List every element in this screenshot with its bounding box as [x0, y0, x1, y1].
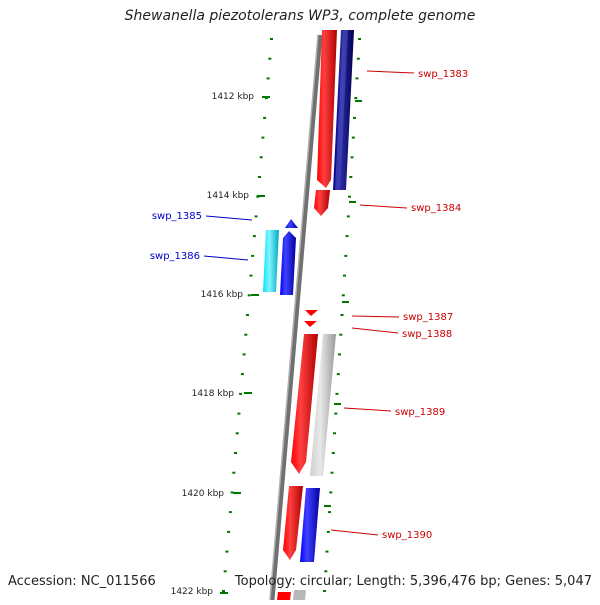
- ruler-dot: [261, 136, 265, 139]
- ruler-dot: [341, 294, 345, 297]
- scale-label: 1422 kbp: [171, 587, 214, 597]
- ruler-dot: [259, 156, 263, 159]
- cds-bottom-red: [277, 592, 291, 600]
- cds-swp-1388: [304, 321, 317, 327]
- ruler-dot: [325, 550, 329, 553]
- ruler-dot: [252, 235, 256, 238]
- genome-summary-text: Topology: circular; Length: 5,396,476 bp…: [234, 574, 592, 589]
- ruler-dot: [328, 511, 331, 514]
- right-ticks: [324, 100, 362, 507]
- ruler-dot: [225, 550, 229, 553]
- ruler-dot: [251, 254, 255, 257]
- ruler-dot: [344, 254, 348, 257]
- ruler-dot: [354, 97, 358, 100]
- cds-swp-1390: [283, 486, 303, 560]
- ruler-dot: [336, 373, 340, 376]
- ruler-dot: [266, 77, 270, 80]
- cds-swp-1390-partner: [300, 488, 320, 562]
- cds-swp-1389: [291, 334, 318, 474]
- backbone: [269, 34, 323, 601]
- gene-label-swp-1385[interactable]: swp_1385: [152, 211, 202, 222]
- ruler-dot: [353, 116, 356, 119]
- ruler-dot: [346, 215, 350, 218]
- ruler-dot: [348, 195, 351, 198]
- ruler-dot: [246, 314, 249, 316]
- ruler-dot: [254, 215, 258, 218]
- gene-label-swp-1390[interactable]: swp_1390: [382, 530, 432, 541]
- ruler-dot: [239, 392, 243, 395]
- ruler-dot: [326, 530, 330, 533]
- ruler-dot: [345, 235, 349, 238]
- gene-labels: swp_1383 swp_1384 swp_1385 swp_1386 swp_…: [150, 69, 468, 541]
- ruler-dot: [338, 353, 341, 356]
- ruler-dot: [244, 333, 248, 336]
- ruler-dot: [351, 136, 355, 139]
- gene-label-swp-1388[interactable]: swp_1388: [402, 329, 452, 340]
- cds-swp-1384: [314, 190, 330, 216]
- scale-label: 1412 kbp: [212, 92, 255, 102]
- gene-label-swp-1389[interactable]: swp_1389: [395, 407, 445, 418]
- ruler-dot: [227, 530, 231, 533]
- cds-swp-1385: [285, 219, 298, 228]
- ruler-dot: [263, 116, 267, 119]
- ruler-dot: [232, 471, 236, 474]
- scale-ruler: 1412 kbp 1414 kbp 1416 kbp 1418 kbp 1420…: [171, 92, 270, 597]
- cds-swp-1383-shadow-highlight: [335, 30, 348, 190]
- scale-label: 1416 kbp: [201, 290, 244, 300]
- ruler-dot: [242, 353, 246, 356]
- ruler-dot: [329, 491, 333, 494]
- ruler-dot: [270, 38, 273, 40]
- ruler-dots: [222, 38, 361, 592]
- scale-label: 1418 kbp: [192, 389, 235, 399]
- ruler-dot: [235, 432, 239, 435]
- ruler-dot: [222, 590, 225, 592]
- ruler-dot: [223, 570, 227, 573]
- ruler-dot: [330, 471, 334, 474]
- cds-cyan-band: [263, 230, 279, 292]
- ruler-dot: [355, 77, 359, 80]
- ruler-dot: [240, 373, 244, 376]
- cds-swp-1389-grey: [310, 334, 336, 476]
- ruler-dot: [335, 392, 339, 395]
- ruler-dot: [228, 511, 232, 514]
- cds-bottom-grey: [293, 590, 306, 600]
- ruler-dot: [349, 176, 353, 178]
- ruler-dot: [333, 432, 336, 435]
- gene-label-swp-1383[interactable]: swp_1383: [418, 69, 468, 80]
- ruler-dot: [324, 570, 328, 573]
- ruler-dot: [237, 412, 241, 415]
- cds-swp-1383: [317, 30, 337, 188]
- gene-label-swp-1384[interactable]: swp_1384: [411, 203, 461, 214]
- ruler-dot: [340, 314, 344, 316]
- gene-label-swp-1386[interactable]: swp_1386: [150, 251, 200, 262]
- ruler-dot: [234, 452, 237, 454]
- ruler-dot: [247, 294, 251, 297]
- ruler-dot: [249, 274, 253, 277]
- ruler-dot: [358, 38, 361, 40]
- ruler-dot: [268, 57, 272, 60]
- cds-swp-1387: [305, 310, 318, 316]
- ruler-dot: [334, 412, 338, 415]
- cds-swp-1386: [280, 231, 296, 295]
- map-title: Shewanella piezotolerans WP3, complete g…: [124, 8, 476, 24]
- ruler-dot: [258, 176, 261, 178]
- gene-label-swp-1387[interactable]: swp_1387: [403, 312, 453, 323]
- scale-label: 1414 kbp: [207, 191, 250, 201]
- ruler-dot: [264, 97, 268, 100]
- ruler-dot: [323, 590, 326, 592]
- scale-label: 1420 kbp: [182, 489, 225, 499]
- ruler-dot: [230, 491, 234, 494]
- ruler-dot: [339, 333, 343, 336]
- ruler-dot: [356, 57, 360, 60]
- ruler-dot: [343, 274, 346, 277]
- accession-text: Accession: NC_011566: [8, 574, 156, 589]
- ruler-dot: [350, 156, 354, 159]
- ruler-dot: [331, 452, 335, 454]
